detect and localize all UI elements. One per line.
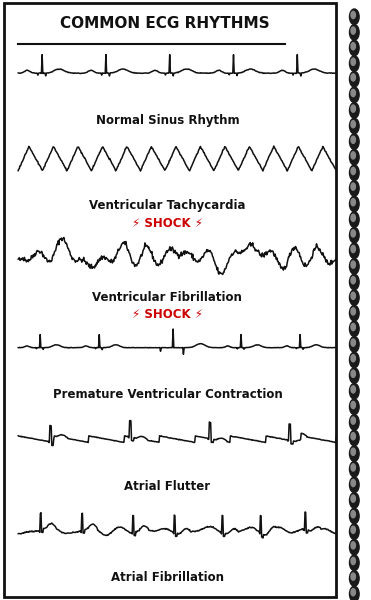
Text: Atrial Flutter: Atrial Flutter [124,480,210,493]
Text: Ventricular Fibrillation: Ventricular Fibrillation [92,291,242,304]
Text: COMMON ECG RHYTHMS: COMMON ECG RHYTHMS [60,16,269,31]
Text: Normal Sinus Rhythm: Normal Sinus Rhythm [96,114,239,127]
Text: Premature Ventricular Contraction: Premature Ventricular Contraction [53,388,282,401]
Text: ⚡ SHOCK ⚡: ⚡ SHOCK ⚡ [132,217,203,230]
Text: Ventricular Tachycardia: Ventricular Tachycardia [89,199,246,212]
Text: Atrial Fibrillation: Atrial Fibrillation [111,571,224,584]
Text: ⚡ SHOCK ⚡: ⚡ SHOCK ⚡ [132,308,203,322]
